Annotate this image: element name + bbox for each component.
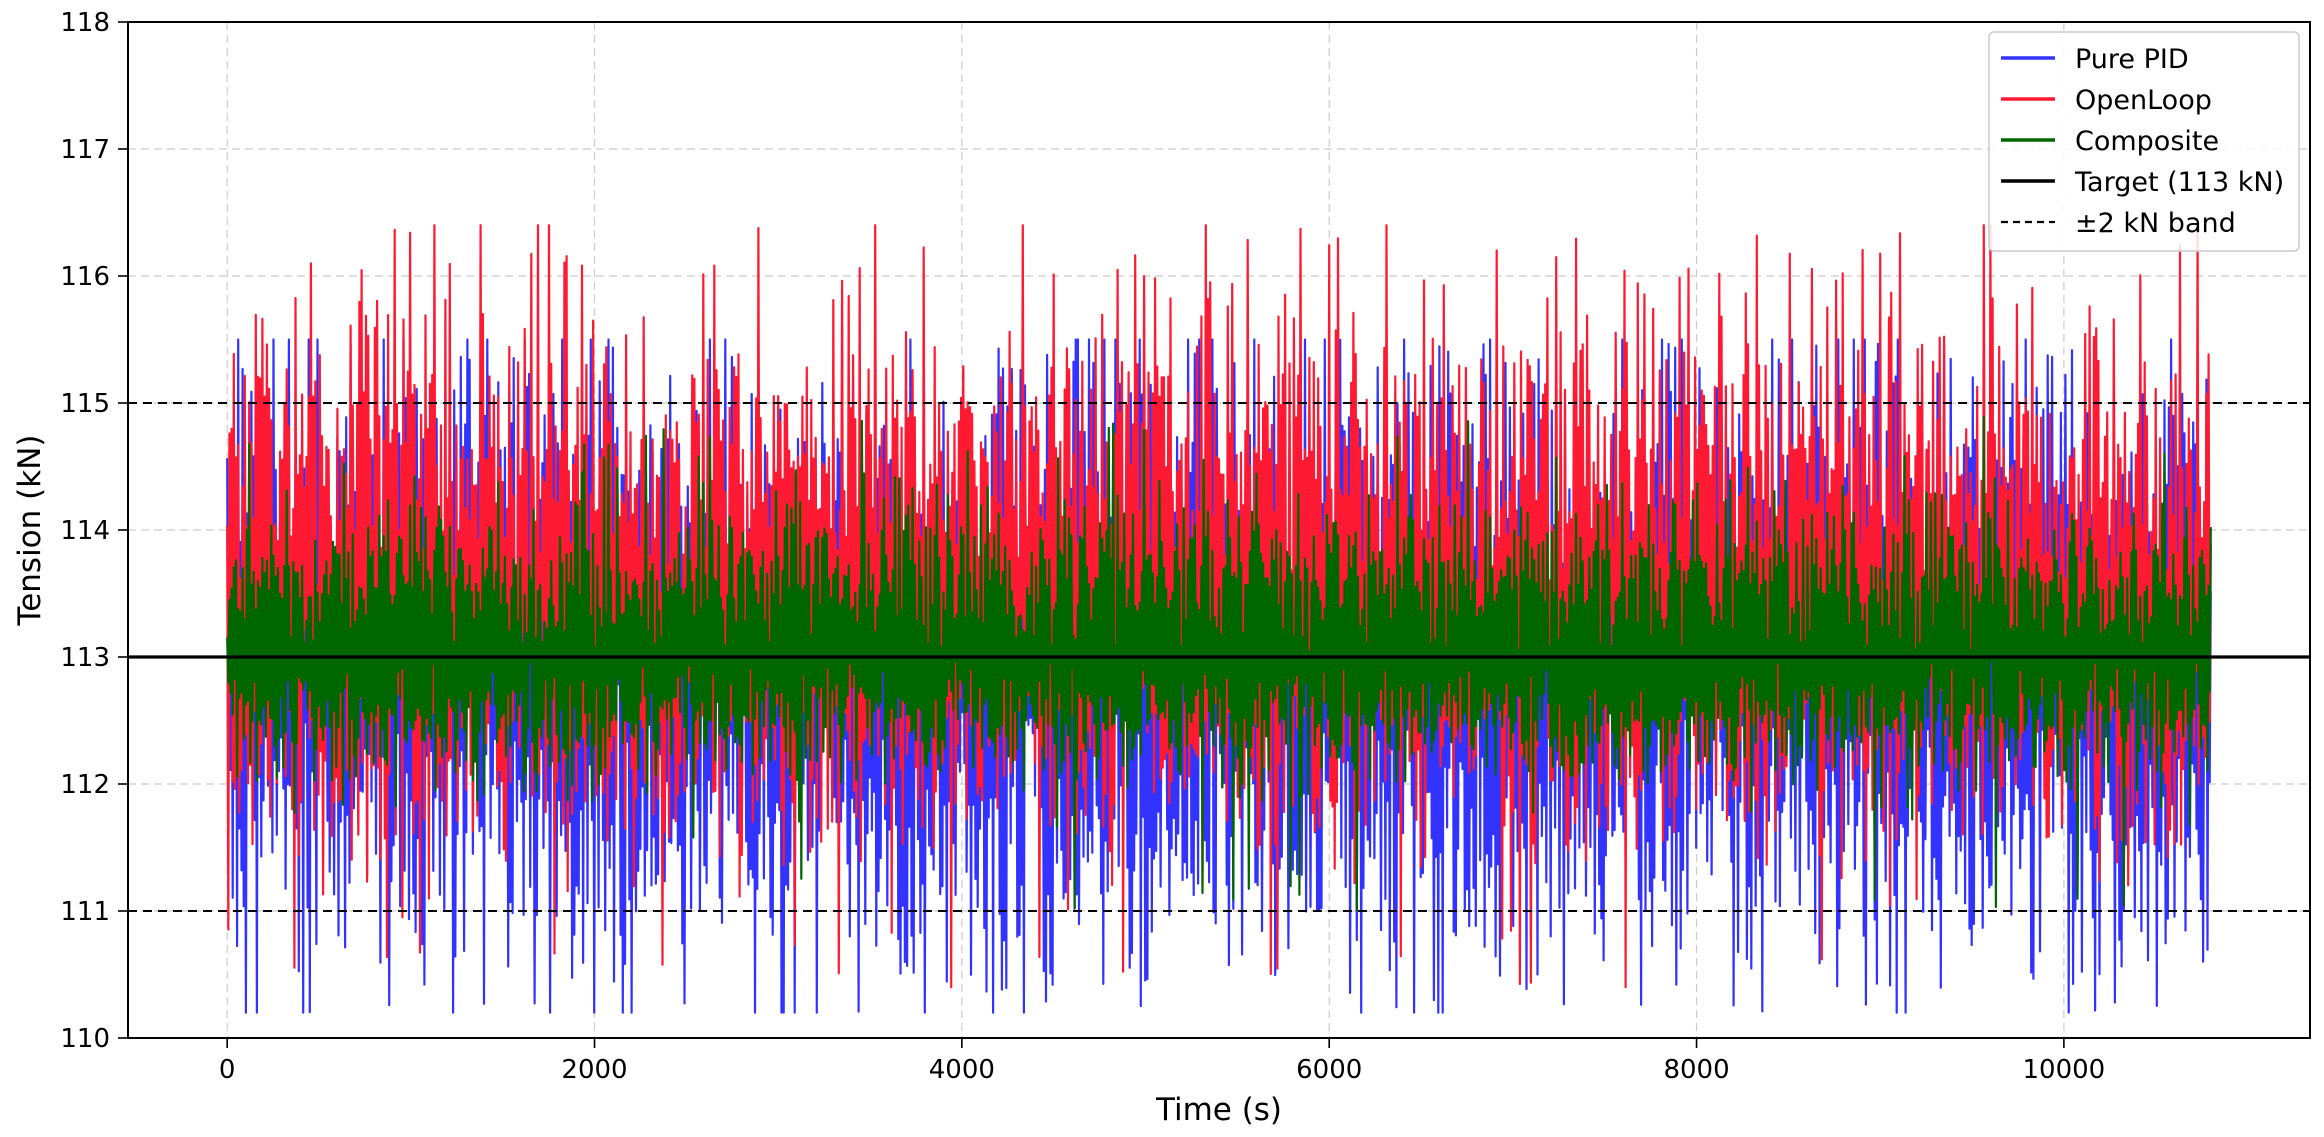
legend-label: Target (113 kN) (2074, 167, 2284, 198)
legend: Pure PID OpenLoop Composite Target (113 kN)… (1988, 31, 2300, 252)
legend-label: ±2 kN band (2075, 208, 2236, 239)
y-axis-label: Tension (kN) (12, 435, 48, 627)
x-axis-label: Time (s) (1155, 1092, 1282, 1128)
y-tick-label: 117 (60, 135, 110, 165)
y-tick-label: 110 (60, 1024, 110, 1054)
legend-box (1988, 31, 2300, 252)
series-line (226, 224, 2212, 989)
y-tick-label: 115 (60, 389, 110, 419)
x-tick-label: 4000 (929, 1055, 995, 1085)
y-tick-label: 116 (60, 262, 110, 292)
y-tick-label: 111 (60, 897, 110, 927)
y-tick-label: 114 (60, 516, 110, 546)
series-line (226, 415, 2212, 912)
legend-label: OpenLoop (2075, 85, 2212, 116)
x-tick-label: 10000 (2023, 1055, 2106, 1085)
axis-ticks: 0 2000 4000 6000 8000 10000 110 111 112 113 114 115… (60, 8, 2105, 1085)
reference-lines (128, 402, 2310, 912)
legend-label: Pure PID (2075, 44, 2189, 75)
x-tick-label: 0 (219, 1055, 236, 1085)
x-tick-label: 2000 (561, 1055, 627, 1085)
legend-label: Composite (2075, 126, 2219, 157)
series-traces (226, 224, 2212, 1014)
y-tick-label: 112 (60, 770, 110, 800)
y-tick-label: 118 (60, 8, 110, 38)
y-tick-label: 113 (60, 643, 110, 673)
x-tick-label: 6000 (1296, 1055, 1362, 1085)
x-tick-label: 8000 (1663, 1055, 1729, 1085)
